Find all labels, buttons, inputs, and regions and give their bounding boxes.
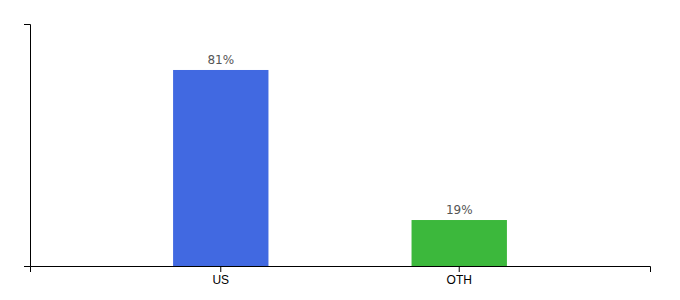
plot: US OTH 81% 19%: [24, 25, 651, 287]
data-label: 19%: [446, 203, 473, 217]
x-tick-mark: [220, 266, 221, 272]
x-tick-label: OTH: [447, 273, 472, 287]
x-tick-label: US: [212, 273, 229, 287]
y-axis: [24, 25, 31, 267]
x-axis-line: [31, 267, 651, 273]
data-label: 81%: [207, 53, 234, 67]
x-tick: US: [212, 266, 229, 287]
x-tick: OTH: [447, 266, 472, 287]
bar: [412, 220, 507, 266]
chart: US OTH 81% 19%: [0, 0, 680, 300]
x-axis: US OTH: [31, 266, 651, 287]
bar: [173, 70, 268, 266]
y-axis-line: [24, 25, 31, 267]
x-tick-mark: [459, 266, 460, 272]
data-labels: 81% 19%: [207, 53, 472, 217]
bars: [173, 70, 507, 266]
